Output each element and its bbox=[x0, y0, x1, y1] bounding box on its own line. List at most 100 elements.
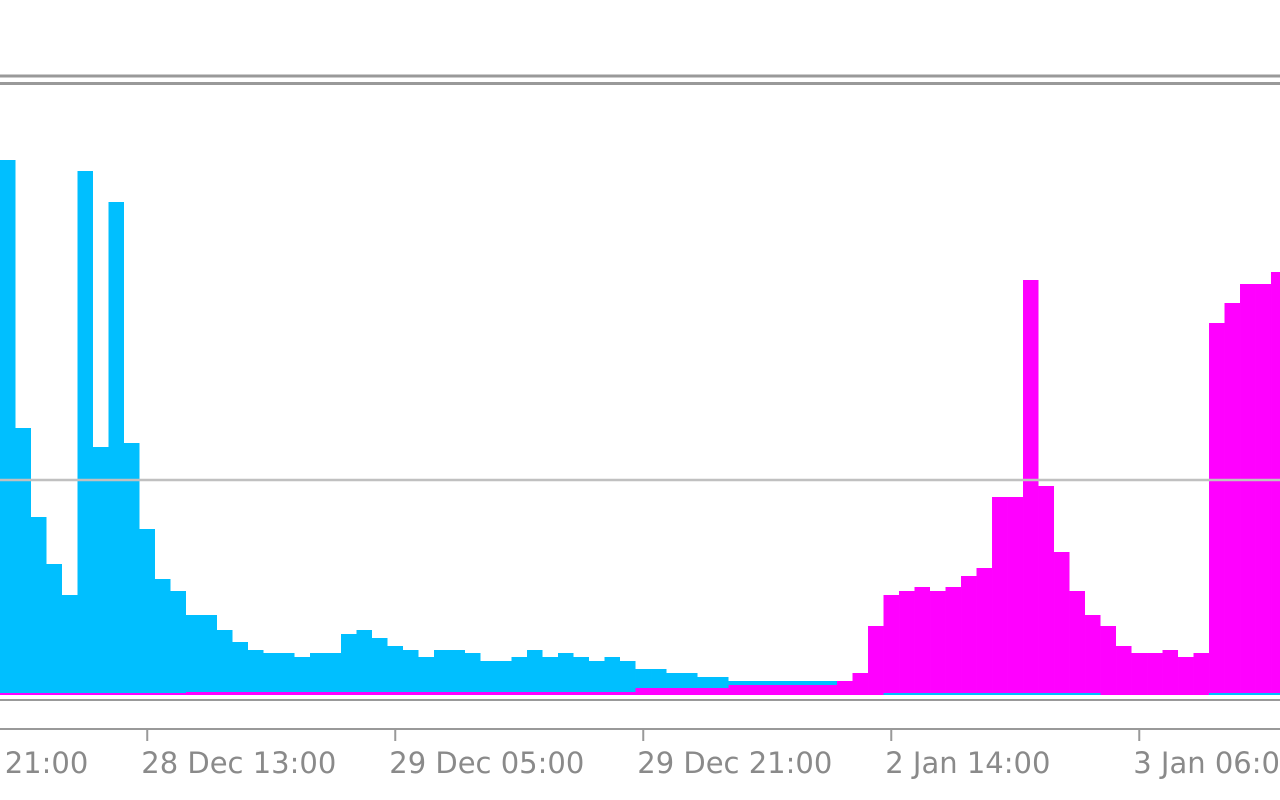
bar bbox=[930, 693, 946, 695]
bar bbox=[930, 591, 946, 695]
bar bbox=[186, 692, 202, 695]
bar bbox=[62, 693, 78, 695]
bar bbox=[1085, 615, 1101, 695]
bar bbox=[294, 692, 311, 695]
bar bbox=[387, 692, 404, 695]
bar bbox=[356, 692, 373, 695]
bar bbox=[155, 579, 171, 695]
bar bbox=[1007, 693, 1024, 695]
bar bbox=[1023, 280, 1039, 695]
bar bbox=[542, 692, 559, 695]
bar bbox=[1007, 497, 1024, 695]
bar bbox=[356, 630, 373, 695]
bar bbox=[201, 615, 218, 695]
bar bbox=[899, 591, 915, 695]
bar bbox=[744, 685, 760, 695]
bar bbox=[604, 692, 621, 695]
bar bbox=[1069, 591, 1086, 695]
bar bbox=[341, 634, 357, 695]
bar bbox=[961, 693, 977, 695]
bar bbox=[759, 685, 776, 695]
bar bbox=[434, 692, 450, 695]
bar bbox=[790, 685, 807, 695]
bar bbox=[1255, 284, 1272, 695]
bar bbox=[480, 692, 497, 695]
bar bbox=[1100, 626, 1117, 695]
bar bbox=[589, 692, 605, 695]
bar bbox=[1038, 693, 1055, 695]
bar bbox=[589, 661, 605, 695]
bar bbox=[806, 685, 822, 695]
bar bbox=[93, 693, 109, 695]
bar bbox=[976, 568, 993, 695]
bar bbox=[325, 653, 342, 695]
bar bbox=[279, 653, 295, 695]
x-tick-label: 28 Dec 13:00 bbox=[141, 746, 336, 780]
bar bbox=[263, 692, 280, 695]
bar bbox=[821, 685, 838, 695]
bar bbox=[155, 693, 171, 695]
bar bbox=[263, 653, 280, 695]
bar bbox=[372, 692, 388, 695]
bar bbox=[1023, 693, 1039, 695]
bar bbox=[1255, 693, 1272, 695]
x-tick-label: 29 Dec 21:00 bbox=[637, 746, 832, 780]
bar bbox=[1193, 653, 1210, 695]
bar bbox=[1116, 646, 1132, 695]
bar bbox=[325, 692, 342, 695]
bar bbox=[418, 692, 435, 695]
bar bbox=[124, 443, 140, 695]
bar bbox=[31, 517, 47, 695]
bar bbox=[1054, 693, 1070, 695]
bar bbox=[372, 638, 388, 695]
bar bbox=[1069, 693, 1086, 695]
bar bbox=[635, 688, 652, 695]
bar bbox=[651, 688, 667, 695]
bar bbox=[1209, 693, 1225, 695]
bar bbox=[77, 693, 94, 695]
bar bbox=[434, 650, 450, 695]
bar bbox=[108, 202, 125, 695]
bar bbox=[496, 692, 512, 695]
bar bbox=[248, 692, 264, 695]
bar bbox=[15, 693, 32, 695]
bar bbox=[620, 661, 636, 695]
bar bbox=[1271, 272, 1280, 695]
bar bbox=[868, 626, 884, 695]
bar bbox=[403, 650, 419, 695]
bar bbox=[480, 661, 497, 695]
bar bbox=[1085, 693, 1101, 695]
bar bbox=[279, 692, 295, 695]
bar bbox=[0, 693, 16, 695]
x-tick-label: 3 Jan 06:00 bbox=[1133, 746, 1280, 780]
bar bbox=[294, 657, 311, 695]
bar bbox=[248, 650, 264, 695]
bar bbox=[914, 587, 931, 695]
bar bbox=[992, 497, 1008, 695]
bar bbox=[310, 692, 326, 695]
bar bbox=[0, 160, 16, 695]
bar bbox=[403, 692, 419, 695]
bar bbox=[558, 653, 574, 695]
bar bbox=[883, 693, 900, 695]
bar bbox=[604, 657, 621, 695]
bar bbox=[945, 587, 962, 695]
bar bbox=[310, 653, 326, 695]
bar bbox=[449, 692, 466, 695]
x-tick-label: 27 Dec 21:00 bbox=[0, 746, 88, 780]
bar bbox=[201, 692, 218, 695]
bar bbox=[465, 692, 481, 695]
bar bbox=[1178, 657, 1194, 695]
bar bbox=[62, 595, 78, 695]
bar bbox=[46, 693, 63, 695]
bar bbox=[77, 171, 94, 695]
bar bbox=[449, 650, 466, 695]
bar bbox=[1209, 323, 1225, 695]
bar bbox=[914, 693, 931, 695]
x-tick-label: 29 Dec 05:00 bbox=[389, 746, 584, 780]
bar bbox=[170, 591, 187, 695]
bar bbox=[961, 576, 977, 695]
bar bbox=[682, 688, 698, 695]
